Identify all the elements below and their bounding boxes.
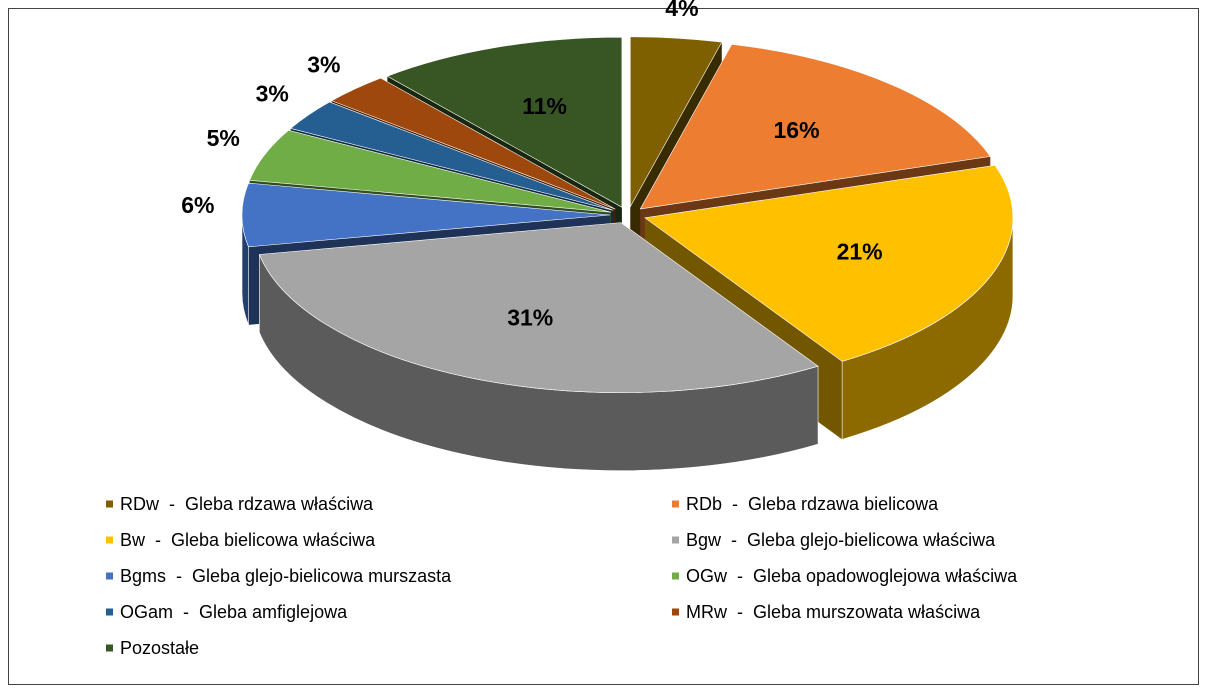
legend-label: OGam - Gleba amfiglejowa (120, 602, 348, 622)
slice-top (289, 101, 614, 211)
slice-top (639, 43, 991, 210)
legend-label: Bgms - Gleba glejo-bielicowa murszasta (120, 566, 452, 586)
slice-top (249, 129, 612, 213)
legend-label: Pozostałe (120, 638, 199, 658)
legend-label: Bw - Gleba bielicowa właściwa (120, 530, 376, 550)
data-label: 6% (181, 192, 214, 218)
data-label: 11% (522, 93, 567, 119)
legend-label: Bgw - Gleba glejo-bielicowa właściwa (686, 530, 996, 550)
data-label: 5% (207, 125, 240, 151)
slice-top (331, 77, 616, 210)
legend-marker (106, 536, 113, 544)
legend-label: RDw - Gleba rdzawa właściwa (120, 494, 374, 514)
data-label: 16% (773, 117, 819, 143)
legend-marker (106, 572, 113, 580)
legend-marker (672, 536, 679, 544)
slice-top (629, 36, 723, 208)
legend-marker (672, 608, 679, 616)
slice-top (386, 36, 623, 208)
slice-top (644, 164, 1014, 362)
slice (258, 222, 819, 471)
legend-label: RDb - Gleba rdzawa bielicowa (686, 494, 939, 514)
legend-marker (106, 608, 113, 616)
data-label: 3% (307, 52, 340, 78)
legend-marker (106, 644, 113, 652)
legend-marker (672, 572, 679, 580)
legend-label: OGw - Gleba opadowoglejowa właściwa (686, 566, 1018, 586)
slice-top (241, 182, 611, 248)
legend-marker (672, 500, 679, 508)
data-label: 4% (665, 0, 698, 21)
legend-label: MRw - Gleba murszowata właściwa (686, 602, 981, 622)
legend-marker (106, 500, 113, 508)
data-label: 31% (507, 304, 553, 330)
data-label: 3% (256, 80, 289, 106)
data-label: 21% (837, 239, 883, 265)
slice-top (258, 222, 819, 393)
